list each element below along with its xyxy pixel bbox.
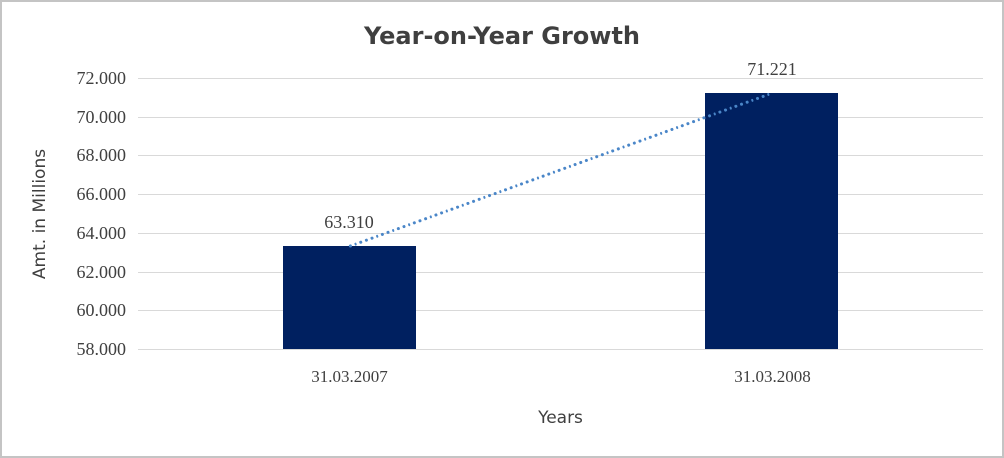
trendline-dot (461, 203, 465, 207)
trendline-dot (702, 115, 706, 120)
trendline-dot (600, 152, 605, 157)
trendline-dot (498, 189, 503, 194)
trendline-dot (707, 113, 712, 118)
trendline-dot (761, 94, 765, 98)
trendline-dot (429, 214, 433, 219)
trendline-dot (509, 185, 514, 190)
trendline-dot (557, 168, 562, 172)
trendline-dot (643, 137, 648, 141)
y-gridline (138, 78, 983, 79)
y-gridline (138, 117, 983, 118)
trendline-dot (439, 210, 444, 215)
trendline-dot (605, 150, 610, 155)
trendline-dot (734, 103, 739, 108)
trendline-dot (563, 166, 567, 170)
trendline-dot (364, 238, 369, 242)
trendline-dot (471, 199, 476, 203)
trendline-dot (632, 140, 637, 145)
trendline-dot (375, 234, 380, 238)
trendline-dot (525, 179, 530, 184)
trendline-dot (514, 183, 519, 188)
trendline-dot (568, 164, 573, 168)
trendline-dot (638, 138, 642, 143)
trendline-dot (691, 119, 696, 124)
trendline-dot (729, 105, 733, 110)
bar (283, 246, 416, 349)
trendline-dot (627, 142, 631, 147)
trendline-dot (589, 156, 594, 161)
trendline-dot (547, 171, 551, 176)
trendline-dot (766, 92, 771, 96)
chart-title: Year-on-Year Growth (363, 22, 641, 50)
trendline-dot (348, 243, 353, 248)
y-tick-label: 66.000 (76, 184, 127, 204)
y-tick-label: 68.000 (76, 145, 127, 165)
trendline-dot (680, 123, 685, 128)
trendline-dot (616, 146, 621, 151)
trendline-dot (648, 135, 653, 139)
trendline-dot (493, 191, 498, 195)
trendline-dot (520, 181, 524, 186)
trendline-dot (723, 107, 728, 112)
trendline-dot (434, 212, 439, 217)
y-axis-title: Amt. in Millions (30, 148, 50, 280)
y-gridline (138, 233, 983, 234)
trendline-dot (530, 177, 535, 182)
trendline-dot (445, 208, 449, 213)
trendline-dot (504, 187, 508, 192)
trendline-dot (664, 129, 669, 133)
trendline-dot (675, 125, 680, 129)
trendline-dot (622, 144, 626, 149)
x-tick-label: 31.03.2008 (734, 367, 811, 386)
trendline-dot (670, 127, 674, 131)
y-tick-label: 64.000 (76, 223, 127, 243)
trendline-dot (488, 193, 492, 197)
trendline-dot (584, 158, 589, 162)
trendline-dot (354, 241, 358, 246)
y-gridline (138, 349, 983, 350)
data-label: 71.221 (747, 59, 797, 79)
data-label: 63.310 (324, 212, 374, 232)
x-axis-title: Years (538, 408, 583, 428)
trendline-dot (579, 160, 583, 164)
x-tick-label: 31.03.2007 (311, 367, 388, 386)
trendline-dot (654, 133, 658, 137)
trendline-dot (745, 100, 749, 104)
trendline-dot (423, 216, 428, 221)
y-tick-label: 58.000 (76, 339, 127, 359)
trendline-dot (541, 173, 546, 178)
y-gridline (138, 155, 983, 156)
trendline-dot (359, 239, 364, 244)
trendline-dot (611, 148, 615, 153)
trendline-dot (536, 175, 540, 180)
y-gridline (138, 194, 983, 195)
trendline-dot (595, 154, 599, 159)
y-tick-label: 62.000 (76, 262, 127, 282)
trendline-dot (750, 98, 755, 102)
trendline-dot (573, 162, 578, 166)
trendline-dot (697, 117, 701, 122)
trendline-dot (466, 201, 471, 205)
trendline-dot (477, 197, 481, 201)
trendline-dot (739, 102, 744, 106)
y-gridline (138, 310, 983, 311)
trendline-dot (713, 111, 717, 116)
y-tick-label: 72.000 (76, 68, 127, 88)
trendline-dot (686, 121, 690, 126)
y-tick-label: 70.000 (76, 107, 127, 127)
trendline-dot (756, 96, 760, 100)
trendline-dot (370, 236, 374, 240)
trendline-dot (455, 204, 460, 209)
y-tick-label: 60.000 (76, 300, 127, 320)
trendline-dot (718, 109, 723, 114)
trendline-dot (552, 170, 556, 174)
trendline-dot (482, 195, 487, 199)
trendline-dot (450, 206, 455, 211)
y-gridline (138, 272, 983, 273)
bar (705, 93, 838, 349)
trendline-dot (659, 131, 664, 135)
